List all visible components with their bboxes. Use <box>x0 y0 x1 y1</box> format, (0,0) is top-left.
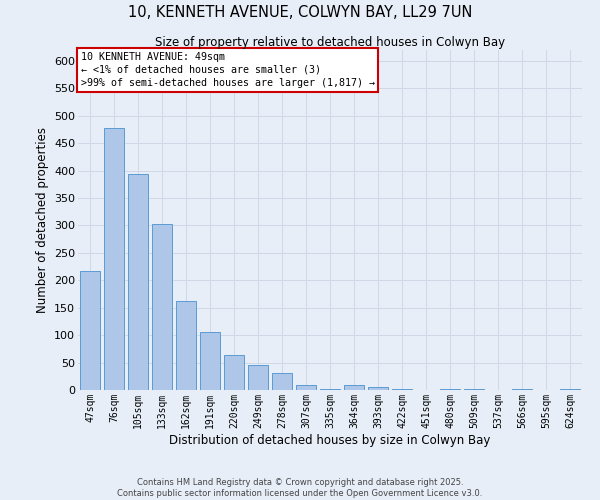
Bar <box>296 384 316 390</box>
Bar <box>512 389 532 390</box>
Bar <box>80 271 100 390</box>
X-axis label: Distribution of detached houses by size in Colwyn Bay: Distribution of detached houses by size … <box>169 434 491 446</box>
Text: Contains HM Land Registry data © Crown copyright and database right 2025.
Contai: Contains HM Land Registry data © Crown c… <box>118 478 482 498</box>
Bar <box>368 388 388 390</box>
Bar <box>104 128 124 390</box>
Y-axis label: Number of detached properties: Number of detached properties <box>35 127 49 313</box>
Bar <box>392 389 412 390</box>
Bar <box>224 355 244 390</box>
Text: 10 KENNETH AVENUE: 49sqm
← <1% of detached houses are smaller (3)
>99% of semi-d: 10 KENNETH AVENUE: 49sqm ← <1% of detach… <box>80 52 374 88</box>
Bar <box>152 224 172 390</box>
Bar <box>272 373 292 390</box>
Bar <box>200 332 220 390</box>
Bar <box>560 389 580 390</box>
Bar <box>344 385 364 390</box>
Bar <box>128 174 148 390</box>
Title: Size of property relative to detached houses in Colwyn Bay: Size of property relative to detached ho… <box>155 36 505 49</box>
Bar <box>248 365 268 390</box>
Bar <box>320 389 340 390</box>
Bar <box>176 300 196 390</box>
Text: 10, KENNETH AVENUE, COLWYN BAY, LL29 7UN: 10, KENNETH AVENUE, COLWYN BAY, LL29 7UN <box>128 5 472 20</box>
